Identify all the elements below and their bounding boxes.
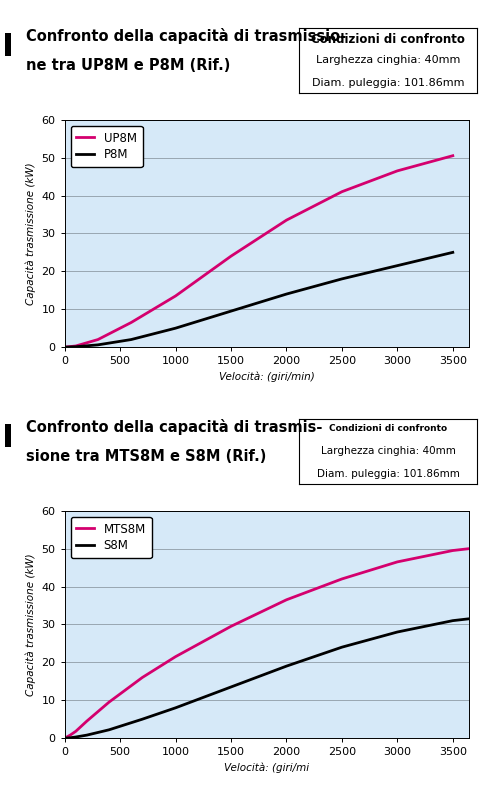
Text: sione tra MTS8M e S8M (Rif.): sione tra MTS8M e S8M (Rif.): [26, 449, 267, 464]
Text: ne tra UP8M e P8M (Rif.): ne tra UP8M e P8M (Rif.): [26, 58, 231, 73]
Y-axis label: Capacità trasmissione (kW): Capacità trasmissione (kW): [25, 553, 36, 696]
Text: Confronto della capacità di trasmissio-: Confronto della capacità di trasmissio-: [26, 28, 346, 44]
Text: Condizioni di confronto: Condizioni di confronto: [311, 34, 465, 46]
X-axis label: Velocità: (giri/mi: Velocità: (giri/mi: [225, 763, 309, 773]
Text: Diam. puleggia: 101.86mm: Diam. puleggia: 101.86mm: [317, 468, 459, 479]
Text: Condizioni di confronto: Condizioni di confronto: [329, 425, 447, 433]
Y-axis label: Capacità trasmissione (kW): Capacità trasmissione (kW): [25, 162, 36, 305]
X-axis label: Velocità: (giri/min): Velocità: (giri/min): [219, 372, 315, 382]
Text: Diam. puleggia: 101.86mm: Diam. puleggia: 101.86mm: [312, 77, 464, 88]
Text: Confronto della capacità di trasmis-: Confronto della capacità di trasmis-: [26, 419, 323, 435]
Text: Larghezza cinghia: 40mm: Larghezza cinghia: 40mm: [320, 446, 456, 456]
Text: Larghezza cinghia: 40mm: Larghezza cinghia: 40mm: [316, 55, 460, 65]
Legend: MTS8M, S8M: MTS8M, S8M: [70, 516, 152, 558]
Legend: UP8M, P8M: UP8M, P8M: [70, 125, 143, 167]
